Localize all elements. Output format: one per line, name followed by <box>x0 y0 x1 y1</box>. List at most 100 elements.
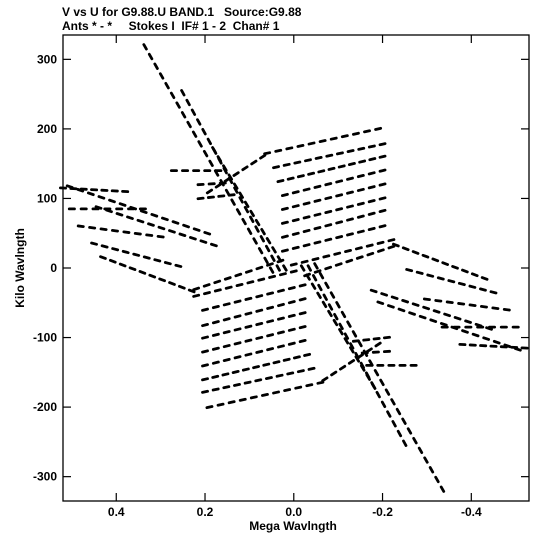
uv-point <box>470 272 479 278</box>
y-tick-label: -200 <box>33 400 57 414</box>
uv-point <box>329 291 336 299</box>
uv-point <box>346 232 354 237</box>
uv-point <box>302 201 311 206</box>
uv-point <box>238 196 244 204</box>
uv-point <box>485 326 493 331</box>
uv-point <box>257 277 266 282</box>
uv-point <box>214 182 222 189</box>
uv-point <box>321 300 328 309</box>
uv-point <box>370 382 377 390</box>
uv-point <box>282 357 291 362</box>
uv-point <box>299 264 306 272</box>
uv-point <box>157 225 166 231</box>
uv-point <box>266 319 275 324</box>
uv-point <box>201 377 209 382</box>
uv-point <box>298 339 307 344</box>
uv-point <box>260 227 266 236</box>
uv-point <box>356 201 365 206</box>
uv-point <box>263 151 272 156</box>
uv-point <box>291 218 300 223</box>
uv-point <box>367 144 376 149</box>
uv-point <box>314 156 323 160</box>
uv-point <box>313 240 322 245</box>
uv-point <box>434 299 443 303</box>
uv-point <box>244 296 253 301</box>
uv-point <box>386 410 392 418</box>
uv-point <box>333 313 339 321</box>
uv-point <box>203 291 211 296</box>
uv-point <box>378 168 387 173</box>
uv-point <box>390 295 399 300</box>
uv-point <box>298 283 307 288</box>
uv-point <box>90 241 98 246</box>
uv-point <box>280 192 289 197</box>
uv-point <box>271 246 277 254</box>
uv-point <box>211 146 217 154</box>
uv-point <box>211 320 220 325</box>
uv-point <box>304 158 312 163</box>
uv-point <box>293 160 302 165</box>
uv-point <box>206 195 215 199</box>
uv-point <box>365 373 371 381</box>
uv-point <box>168 281 176 286</box>
uv-point <box>322 254 331 259</box>
uv-point <box>257 247 264 255</box>
uv-point <box>347 162 356 167</box>
uv-point <box>441 261 450 266</box>
uv-point <box>343 337 350 345</box>
uv-point <box>279 272 287 277</box>
chart-title: V vs U for G9.88.U BAND.1 Source:G9.88 <box>62 5 302 19</box>
uv-point <box>334 262 343 267</box>
uv-point <box>491 306 500 310</box>
uv-point <box>431 257 440 263</box>
uv-point <box>310 282 317 290</box>
uv-point <box>338 322 344 331</box>
uv-point <box>254 225 260 233</box>
uv-point <box>291 190 300 195</box>
uv-point <box>255 321 264 327</box>
uv-point <box>335 301 341 309</box>
uv-point <box>347 359 356 365</box>
uv-point <box>266 305 275 310</box>
uv-point <box>356 353 364 359</box>
uv-point <box>439 485 446 493</box>
uv-point <box>286 176 295 181</box>
uv-point <box>142 43 148 51</box>
uv-point <box>296 143 305 148</box>
uv-point <box>287 286 296 291</box>
uv-point <box>395 407 402 416</box>
uv-point <box>231 369 240 374</box>
uv-point <box>235 208 242 216</box>
uv-point <box>387 304 395 309</box>
uv-point <box>222 344 231 349</box>
uv-point <box>275 264 281 272</box>
uv-point <box>76 187 85 193</box>
uv-point <box>241 367 250 372</box>
uv-point <box>111 229 119 233</box>
uv-point <box>397 307 406 313</box>
uv-point <box>233 299 242 304</box>
uv-point <box>255 335 264 340</box>
y-axis-label: Kilo Wavlngth <box>13 228 27 308</box>
uv-point <box>374 126 383 131</box>
uv-point <box>222 330 231 335</box>
uv-point <box>189 236 197 241</box>
uv-point <box>232 171 240 177</box>
uv-point <box>391 420 397 428</box>
uv-point <box>150 213 159 218</box>
uv-point <box>355 255 364 260</box>
uv-point <box>178 232 187 238</box>
uv-point <box>346 217 354 222</box>
uv-point <box>366 251 375 257</box>
uv-point <box>266 333 275 338</box>
uv-point <box>249 215 255 223</box>
uv-point <box>375 390 381 399</box>
uv-point <box>289 262 298 267</box>
uv-point <box>392 242 400 248</box>
uv-point <box>274 148 283 153</box>
uv-point <box>351 339 360 343</box>
uv-point <box>205 188 214 195</box>
uv-point <box>367 211 376 216</box>
uv-point <box>411 302 420 307</box>
uv-point <box>233 327 242 332</box>
